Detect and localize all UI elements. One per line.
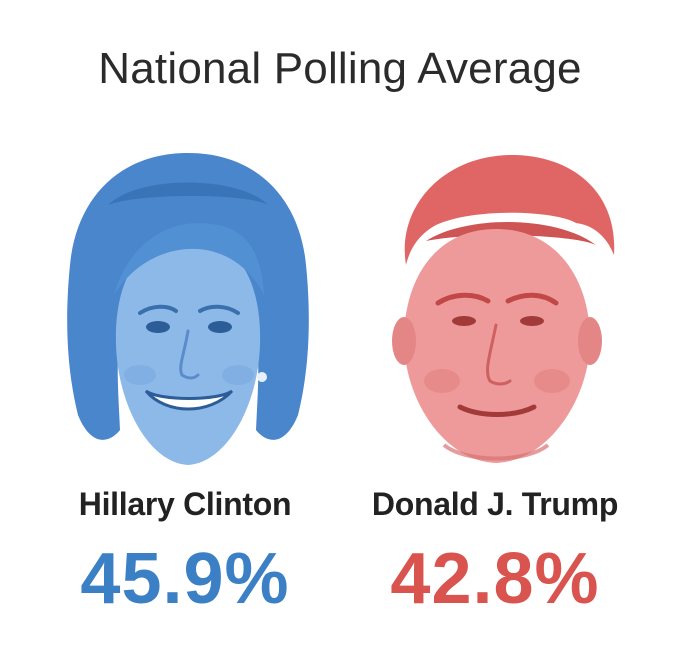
trump-portrait-icon: [356, 145, 636, 475]
poll-value-clinton: 45.9%: [80, 539, 290, 619]
candidate-name-clinton: Hillary Clinton: [78, 486, 292, 522]
clinton-portrait-icon: [48, 145, 328, 475]
poll-value-trump: 42.8%: [390, 539, 600, 619]
chart-title: National Polling Average: [98, 44, 582, 93]
candidate-name-trump: Donald J. Trump: [371, 486, 619, 522]
